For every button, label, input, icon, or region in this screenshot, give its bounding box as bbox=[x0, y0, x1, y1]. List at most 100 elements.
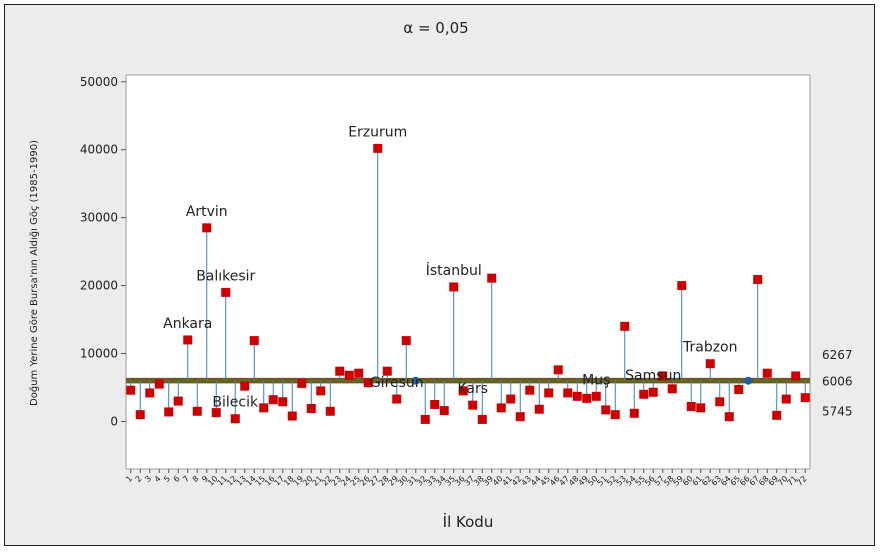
data-point bbox=[154, 379, 164, 389]
point-label: Balıkesir bbox=[196, 268, 255, 284]
center-label: 6006 bbox=[822, 375, 853, 389]
data-point bbox=[373, 143, 383, 153]
x-tick-label: 1 bbox=[124, 474, 134, 484]
y-tick-label: 40000 bbox=[80, 143, 118, 157]
data-point bbox=[525, 385, 535, 395]
x-tick-label: 3 bbox=[143, 474, 153, 484]
y-axis-label: Doğum Yerine Göre Bursa'nın Aldığı Göç (… bbox=[28, 140, 40, 406]
point-label: Erzurum bbox=[348, 124, 407, 140]
data-point bbox=[354, 368, 364, 378]
data-point bbox=[658, 371, 668, 381]
data-point bbox=[297, 378, 307, 388]
y-tick-label: 0 bbox=[110, 414, 118, 428]
y-tick-label: 50000 bbox=[80, 75, 118, 89]
data-point bbox=[696, 403, 706, 413]
point-label: İstanbul bbox=[426, 261, 482, 279]
data-point bbox=[145, 388, 155, 398]
data-point bbox=[363, 378, 373, 388]
data-point bbox=[316, 386, 326, 396]
data-point bbox=[430, 399, 440, 409]
data-point bbox=[639, 389, 649, 399]
data-point bbox=[572, 391, 582, 401]
data-point bbox=[211, 408, 221, 418]
point-label: Trabzon bbox=[682, 340, 738, 356]
data-marks bbox=[126, 143, 810, 424]
x-tick-label: 4 bbox=[153, 474, 163, 484]
decision-limits: 6267 6006 5745 bbox=[126, 348, 853, 418]
data-point bbox=[344, 370, 354, 380]
data-point bbox=[306, 404, 316, 414]
data-point bbox=[202, 223, 212, 233]
x-tick-label: 2 bbox=[134, 474, 144, 484]
point-label: Bilecik bbox=[212, 395, 259, 411]
data-point bbox=[677, 281, 687, 291]
data-point bbox=[610, 410, 620, 420]
data-point bbox=[781, 394, 791, 404]
data-point bbox=[582, 393, 592, 403]
data-point bbox=[164, 407, 174, 417]
data-point bbox=[791, 371, 801, 381]
data-point bbox=[506, 394, 516, 404]
data-point bbox=[715, 397, 725, 407]
data-point bbox=[192, 406, 202, 416]
x-tick-label: 8 bbox=[191, 474, 201, 484]
point-label: Kars bbox=[457, 381, 488, 397]
data-point bbox=[335, 366, 345, 376]
data-point bbox=[620, 321, 630, 331]
data-point bbox=[287, 411, 297, 421]
y-tick-label: 30000 bbox=[80, 211, 118, 225]
plot-area bbox=[125, 74, 811, 470]
data-point bbox=[553, 365, 563, 375]
x-axis: 1 2 3 4 5 6 7 8 91011121314151617181920212223242… bbox=[124, 469, 809, 488]
data-point bbox=[458, 386, 468, 396]
data-point bbox=[183, 335, 193, 345]
y-tick-label: 20000 bbox=[80, 279, 118, 293]
x-tick-label: 6 bbox=[172, 474, 182, 484]
y-axis: 0 10000 20000 30000 40000 50000 bbox=[80, 75, 126, 428]
data-point bbox=[591, 391, 601, 401]
data-point bbox=[487, 273, 497, 283]
data-point bbox=[753, 274, 763, 284]
data-point bbox=[401, 336, 411, 346]
upper-limit-label: 6267 bbox=[822, 348, 853, 362]
data-point bbox=[515, 412, 525, 422]
data-point bbox=[382, 366, 392, 376]
point-labels: Ankara Artvin Balıkesir Bilecik Erzurum Gires… bbox=[163, 124, 737, 410]
data-point bbox=[544, 388, 554, 398]
data-point bbox=[240, 381, 250, 391]
data-point bbox=[249, 336, 259, 346]
data-point bbox=[268, 395, 278, 405]
data-point bbox=[126, 385, 136, 395]
data-point bbox=[230, 414, 240, 424]
point-label: Ankara bbox=[163, 316, 212, 332]
data-point bbox=[468, 400, 478, 410]
x-axis-label: İl Kodu bbox=[443, 512, 494, 531]
point-label: Artvin bbox=[186, 204, 228, 220]
data-point bbox=[724, 412, 734, 422]
point-label: Muş bbox=[582, 372, 610, 388]
x-tick-label: 72 bbox=[795, 474, 809, 488]
data-point bbox=[686, 402, 696, 412]
chart-title: α = 0,05 bbox=[403, 19, 468, 37]
data-point bbox=[496, 403, 506, 413]
data-point bbox=[477, 414, 487, 424]
data-point bbox=[439, 406, 449, 416]
data-point bbox=[648, 387, 658, 397]
y-tick-label: 10000 bbox=[80, 347, 118, 361]
data-point bbox=[325, 406, 335, 416]
point-label: Samsun bbox=[625, 368, 681, 384]
data-point bbox=[135, 410, 145, 420]
data-point bbox=[173, 396, 183, 406]
data-point bbox=[221, 287, 231, 297]
data-point bbox=[800, 393, 810, 403]
data-point bbox=[278, 397, 288, 407]
data-point bbox=[667, 384, 677, 394]
data-point bbox=[411, 376, 420, 385]
x-tick-label: 9 bbox=[200, 474, 210, 484]
x-tick-label: 7 bbox=[181, 474, 191, 484]
data-point bbox=[392, 394, 402, 404]
data-point bbox=[420, 414, 430, 424]
data-point bbox=[744, 376, 753, 385]
